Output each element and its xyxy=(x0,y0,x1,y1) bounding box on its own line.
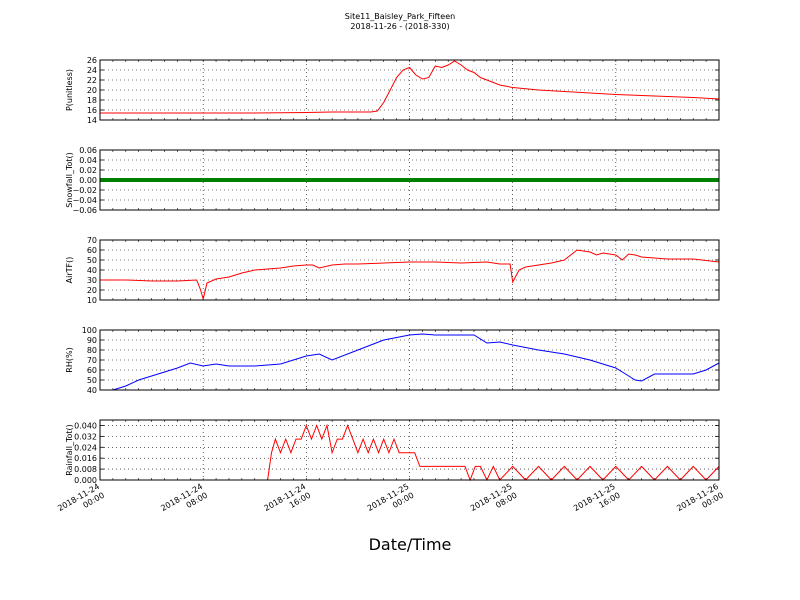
y-tick-label: −0.02 xyxy=(72,186,97,195)
x-axis-label: Date/Time xyxy=(369,535,452,554)
y-tick-label: 0.04 xyxy=(79,156,97,165)
series-line-4-0 xyxy=(100,423,720,482)
y-tick-label: −0.04 xyxy=(72,196,97,205)
chart-subtitle: 2018-11-26 - (2018-330) xyxy=(350,22,449,31)
panels: 14161820222426P(unitless)−0.06−0.04−0.02… xyxy=(65,56,720,485)
axes-frame xyxy=(99,59,720,121)
series-line-0-0 xyxy=(100,60,720,114)
y-tick-label: 20 xyxy=(87,286,97,295)
axes-frame xyxy=(99,329,720,391)
y-tick-label: 50 xyxy=(87,256,97,265)
y-tick-label: 0.032 xyxy=(74,432,97,441)
series-line-3-0 xyxy=(100,333,720,391)
y-tick-label: 60 xyxy=(87,366,97,375)
y-tick-label: 40 xyxy=(87,386,97,395)
y-tick-label: 16 xyxy=(87,106,97,115)
panel-4: 0.000 0.008 0.016 0.024 0.032 0.040Rainfall_T… xyxy=(65,419,720,485)
y-tick-label: 14 xyxy=(87,116,97,125)
y-tick-label: 50 xyxy=(87,376,97,385)
axes-frame xyxy=(99,149,720,211)
x-tick-label: 2018-11-2416:00 xyxy=(263,482,313,522)
axes-frame xyxy=(99,419,720,481)
x-tick-label: 2018-11-2516:00 xyxy=(572,482,622,522)
y-tick-label: 0.008 xyxy=(74,465,97,474)
y-tick-label: 10 xyxy=(87,296,97,305)
y-tick-label: 0.02 xyxy=(79,166,97,175)
x-tick-label: 2018-11-2600:00 xyxy=(675,482,725,522)
x-tick-label: 2018-11-2408:00 xyxy=(159,482,209,522)
x-tick-label: 2018-11-2400:00 xyxy=(56,482,106,522)
y-tick-label: 0.024 xyxy=(74,443,97,452)
y-tick-label: 20 xyxy=(87,86,97,95)
y-axis-label: Rainfall_Tot() xyxy=(65,424,74,476)
y-tick-label: 0.016 xyxy=(74,454,97,463)
y-tick-label: 26 xyxy=(87,56,97,65)
y-tick-label: −0.06 xyxy=(72,206,97,215)
y-axis-label: AirTF() xyxy=(65,257,74,284)
y-tick-label: 0.040 xyxy=(74,421,97,430)
y-axis-label: P(unitless) xyxy=(65,69,74,111)
y-tick-label: 0.000 xyxy=(74,476,97,485)
x-tick-label: 2018-11-2500:00 xyxy=(366,482,416,522)
y-tick-label: 18 xyxy=(87,96,97,105)
y-tick-label: 70 xyxy=(87,236,97,245)
y-tick-label: 0.06 xyxy=(79,146,97,155)
y-tick-label: 0.00 xyxy=(79,176,97,185)
y-tick-label: 60 xyxy=(87,246,97,255)
y-tick-label: 80 xyxy=(87,346,97,355)
panel-1: −0.06−0.04−0.020.000.020.040.06 Snowfall_… xyxy=(65,146,720,215)
y-tick-label: 100 xyxy=(82,326,97,335)
x-tick-label: 2018-11-2508:00 xyxy=(469,482,519,522)
y-tick-label: 30 xyxy=(87,276,97,285)
y-tick-label: 40 xyxy=(87,266,97,275)
series-line-2-0 xyxy=(100,249,720,301)
y-axis-label: Snowfall_Tot() xyxy=(65,152,74,208)
y-tick-label: 24 xyxy=(87,66,97,75)
y-tick-label: 70 xyxy=(87,356,97,365)
chart-title: Site11_Baisley_Park_Fifteen xyxy=(345,12,455,21)
y-tick-label: 90 xyxy=(87,336,97,345)
y-tick-label: 22 xyxy=(87,76,97,85)
axes-frame xyxy=(99,239,720,301)
y-axis-label: RH(%) xyxy=(65,347,74,372)
x-tick-labels: 2018-11-2400:00 2018-11-2408:00 2018-11-24… xyxy=(56,482,725,522)
